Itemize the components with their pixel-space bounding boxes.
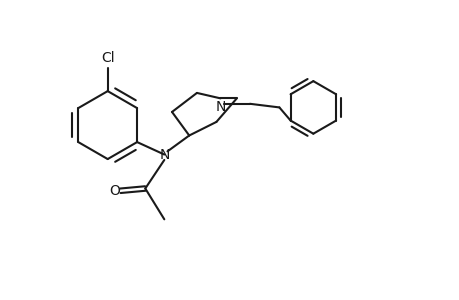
Text: Cl: Cl	[101, 51, 114, 65]
Text: N: N	[215, 100, 225, 114]
Text: O: O	[109, 184, 120, 198]
Text: N: N	[159, 148, 169, 161]
